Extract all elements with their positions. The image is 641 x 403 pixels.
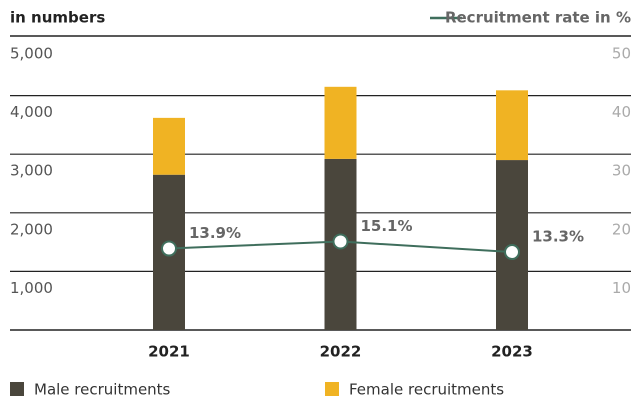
x-tick-label: 2021 — [148, 343, 190, 361]
rate-label: 15.1% — [360, 217, 412, 235]
x-tick-label: 2022 — [320, 343, 362, 361]
legend-label: Male recruitments — [34, 381, 171, 399]
bar-segment — [153, 117, 185, 175]
y-tick-label: 2,000 — [10, 220, 53, 238]
rate-label: 13.9% — [189, 224, 241, 242]
legend-swatch — [325, 382, 339, 396]
bar-segment — [496, 90, 528, 161]
x-tick-label: 2023 — [491, 343, 533, 361]
y-tick-label: 1,000 — [10, 279, 53, 297]
y-tick-label: 3,000 — [10, 162, 53, 180]
rate-point — [504, 244, 520, 261]
y-tick-label: 4,000 — [10, 103, 53, 121]
rate-label: 13.3% — [532, 228, 584, 246]
legend-label: Recruitment rate in % — [445, 9, 631, 27]
y2-tick-label: 10 — [612, 279, 631, 297]
y2-tick-label: 50 — [612, 45, 631, 63]
bar-segment — [324, 86, 357, 159]
y-tick-label: 5,000 — [10, 45, 53, 63]
y2-tick-label: 20 — [612, 220, 631, 238]
y-axis-label: in numbers — [10, 9, 105, 27]
legend-label: Female recruitments — [349, 381, 504, 399]
y2-tick-label: 40 — [612, 103, 631, 121]
legend-swatch — [10, 382, 24, 396]
rate-point — [332, 233, 349, 250]
rate-point — [161, 240, 177, 257]
y2-tick-label: 30 — [612, 162, 631, 180]
